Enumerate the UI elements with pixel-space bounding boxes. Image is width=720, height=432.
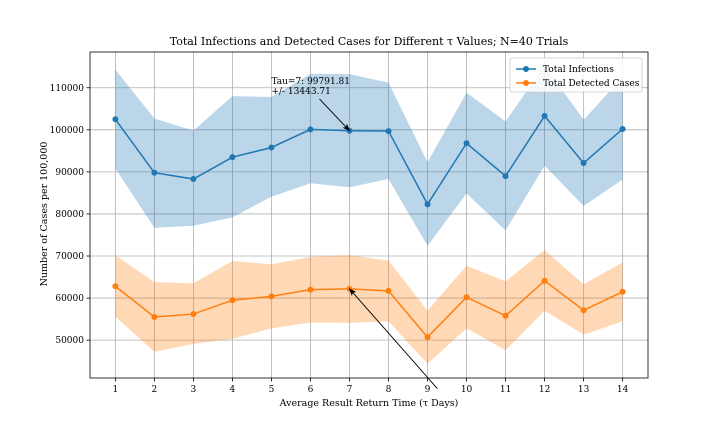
y-tick-label: 60000 xyxy=(55,294,84,304)
annotation-text-0: +/- 13443.71 xyxy=(271,87,330,97)
y-tick-label: 50000 xyxy=(55,336,84,346)
legend-box xyxy=(509,57,643,93)
x-tick-label: 3 xyxy=(191,385,197,395)
x-tick-label: 14 xyxy=(617,385,629,395)
x-tick-label: 7 xyxy=(347,385,353,395)
x-tick-label: 6 xyxy=(308,385,314,395)
y-tick-label: 110000 xyxy=(50,84,85,94)
data-point xyxy=(229,297,236,304)
data-point xyxy=(541,112,548,119)
annotation-arrow-0 xyxy=(319,98,351,132)
x-tick-label: 4 xyxy=(230,385,236,395)
series-line-0 xyxy=(114,114,624,206)
x-axis-label: Average Result Return Time (τ Days) xyxy=(279,398,459,409)
data-point xyxy=(268,144,275,151)
x-tick-label: 8 xyxy=(386,385,392,395)
annotation-text-0: Tau=7: 99791.81 xyxy=(271,77,350,87)
series-line-1 xyxy=(114,279,623,339)
data-point xyxy=(424,201,431,208)
data-point xyxy=(385,128,392,135)
data-point xyxy=(112,116,119,123)
data-point xyxy=(151,314,158,321)
y-tick-label: 100000 xyxy=(50,126,85,136)
y-tick-label: 90000 xyxy=(55,168,84,178)
data-point xyxy=(190,311,197,318)
y-tick-label: 80000 xyxy=(55,210,84,220)
confidence-band-1 xyxy=(115,250,623,364)
data-point xyxy=(619,125,626,132)
data-point xyxy=(502,173,509,180)
y-axis-label: Number of Cases per 100,000 xyxy=(39,142,50,287)
data-point xyxy=(112,283,119,290)
confidence-band-0 xyxy=(115,65,623,246)
data-point xyxy=(619,288,626,295)
legend: Total Infections Total Detected Cases xyxy=(509,57,643,93)
y-tick-label: 70000 xyxy=(55,252,84,262)
data-point xyxy=(307,286,314,293)
data-point xyxy=(268,293,275,300)
data-point xyxy=(502,312,509,319)
data-point xyxy=(424,334,431,341)
data-point xyxy=(385,287,392,294)
data-point xyxy=(463,140,470,147)
data-point xyxy=(541,277,548,284)
x-tick-label: 13 xyxy=(578,385,590,395)
chart-title: Total Infections and Detected Cases for … xyxy=(170,35,569,48)
plot-area: 1 2 3 4 5 6 7 8 9 10 11 12 13 14500006000070000800009… xyxy=(50,51,649,395)
data-point xyxy=(580,307,587,314)
x-tick-label: 12 xyxy=(539,385,550,395)
data-point xyxy=(463,294,470,301)
x-tick-label: 2 xyxy=(152,385,158,395)
legend-label-0: Total Infections xyxy=(543,65,614,75)
x-tick-label: 1 xyxy=(112,385,118,395)
axes-frame xyxy=(89,51,649,379)
annotation-arrow-1 xyxy=(348,288,438,389)
data-point xyxy=(307,126,314,133)
data-point xyxy=(190,176,197,183)
legend-marker-0 xyxy=(523,66,529,72)
x-tick-label: 11 xyxy=(500,385,511,395)
x-tick-label: 9 xyxy=(425,385,431,395)
data-point xyxy=(580,160,587,167)
x-tick-label: 5 xyxy=(269,385,275,395)
x-tick-label: 10 xyxy=(461,385,473,395)
legend-label-1: Total Detected Cases xyxy=(543,79,640,89)
legend-marker-1 xyxy=(523,80,529,86)
data-point xyxy=(229,154,236,161)
data-point xyxy=(151,169,158,176)
